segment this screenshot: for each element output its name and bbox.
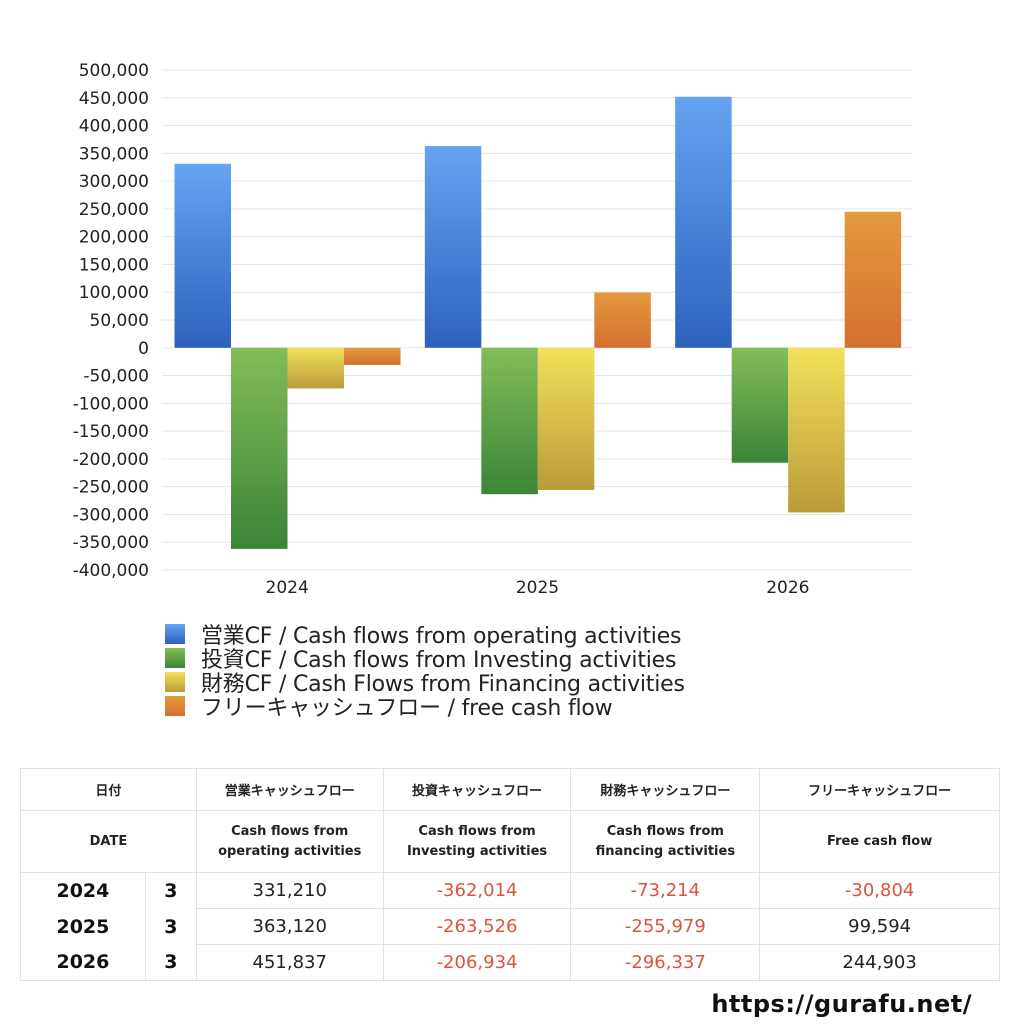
cell-investing: -206,934 [382,944,572,981]
y-tick-label: 350,000 [79,144,149,164]
header-line: financing activities [595,843,736,859]
cell-month: 3 [144,872,197,909]
legend-swatch-yellow [165,672,185,692]
bar [594,292,651,348]
table-header-en: DATE Cash flows from operating activities… [20,810,1000,873]
header-investing-jp: 投資キャッシュフロー [382,768,572,811]
header-financing-en: Cash flows from financing activities [570,810,761,873]
legend-item-operating: 営業CF / Cash flows from operating activit… [165,622,685,649]
y-tick-label: 150,000 [79,255,149,275]
x-tick-label: 2024 [266,578,309,598]
y-tick-label: -100,000 [73,394,149,414]
cell-operating: 363,120 [195,908,384,945]
y-tick-label: -50,000 [83,367,149,387]
bar [537,347,595,490]
header-line: Cash flows from [606,823,724,839]
y-tick-label: -400,000 [73,561,149,581]
cell-investing: -362,014 [382,872,572,909]
cell-free: 244,903 [759,944,1000,981]
site-url[interactable]: https://gurafu.net/ [711,990,972,1018]
cell-free: -30,804 [759,872,1000,909]
y-tick-label: 0 [138,339,149,359]
cell-investing: -263,526 [382,908,572,945]
bar [675,96,732,348]
table-row: 2025 3 363,120 -263,526 -255,979 99,594 [20,908,1000,945]
cell-month: 3 [144,944,197,981]
header-free-jp: フリーキャッシュフロー [759,768,1000,811]
y-tick-label: 500,000 [79,61,149,81]
legend-label: フリーキャッシュフロー / free cash flow [201,696,613,721]
bar [231,347,288,549]
y-tick-label: -150,000 [73,422,149,442]
cell-operating: 451,837 [195,944,384,981]
legend-label: 投資CF / Cash flows from Investing activit… [201,648,677,673]
legend-label: 財務CF / Cash Flows from Financing activit… [201,672,685,697]
y-tick-label: -250,000 [73,478,149,498]
header-operating-jp: 営業キャッシュフロー [195,768,384,811]
bar [344,347,401,365]
header-date-jp: 日付 [20,768,197,811]
header-line: Free cash flow [827,833,933,849]
chart-legend: 営業CF / Cash flows from operating activit… [165,622,685,721]
bar [174,163,231,348]
header-line: DATE [89,833,128,849]
legend-swatch-orange [165,696,185,716]
x-axis-ticks: 2024 2025 2026 [266,578,810,598]
header-line: Cash flows from [231,823,349,839]
bar [424,146,482,348]
y-tick-label: 50,000 [90,311,149,331]
y-tick-label: 300,000 [79,172,149,192]
cell-financing: -296,337 [570,944,761,981]
table-row: 2026 3 451,837 -206,934 -296,337 244,903 [20,944,1000,981]
y-tick-label: 100,000 [79,283,149,303]
bar [731,347,789,463]
legend-swatch-blue [165,624,185,644]
cell-year: 2024 [20,872,146,909]
header-line: Investing activities [406,843,548,859]
header-free-en: Free cash flow [759,810,1000,873]
x-tick-label: 2025 [516,578,559,598]
header-financing-jp: 財務キャッシュフロー [570,768,761,811]
header-line: operating activities [218,843,362,859]
y-tick-label: -300,000 [73,505,149,525]
header-investing-en: Cash flows from Investing activities [382,810,572,873]
cell-month: 3 [144,908,197,945]
cell-free: 99,594 [759,908,1000,945]
cash-flow-bar-chart: 500,000 450,000 400,000 350,000 300,000 250,0… [73,61,913,598]
bar [287,347,344,389]
y-tick-label: 400,000 [79,117,149,137]
legend-item-free: フリーキャッシュフロー / free cash flow [165,694,685,721]
header-date-en: DATE [20,810,197,873]
cell-operating: 331,210 [195,872,384,909]
table-header-jp: 日付 営業キャッシュフロー 投資キャッシュフロー 財務キャッシュフロー フリーキ… [20,768,1000,811]
y-tick-label: 200,000 [79,228,149,248]
header-operating-en: Cash flows from operating activities [195,810,384,873]
cell-financing: -73,214 [570,872,761,909]
bars [174,96,902,549]
legend-swatch-green [165,648,185,668]
legend-item-financing: 財務CF / Cash Flows from Financing activit… [165,670,685,697]
y-tick-label: 250,000 [79,200,149,220]
bar [844,211,902,348]
y-tick-label: -200,000 [73,450,149,470]
bar [481,347,538,495]
cell-year: 2025 [20,908,146,945]
legend-item-investing: 投資CF / Cash flows from Investing activit… [165,646,685,673]
cash-flow-table: 日付 営業キャッシュフロー 投資キャッシュフロー 財務キャッシュフロー フリーキ… [20,768,1000,981]
cell-financing: -255,979 [570,908,761,945]
bar [788,347,845,513]
x-tick-label: 2026 [766,578,809,598]
legend-label: 営業CF / Cash flows from operating activit… [201,624,682,649]
y-tick-label: 450,000 [79,89,149,109]
header-line: Cash flows from [418,823,536,839]
y-tick-label: -350,000 [73,533,149,553]
y-axis-ticks: 500,000 450,000 400,000 350,000 300,000 250,0… [73,61,149,581]
cell-year: 2026 [20,944,146,981]
table-row: 2024 3 331,210 -362,014 -73,214 -30,804 [20,872,1000,909]
